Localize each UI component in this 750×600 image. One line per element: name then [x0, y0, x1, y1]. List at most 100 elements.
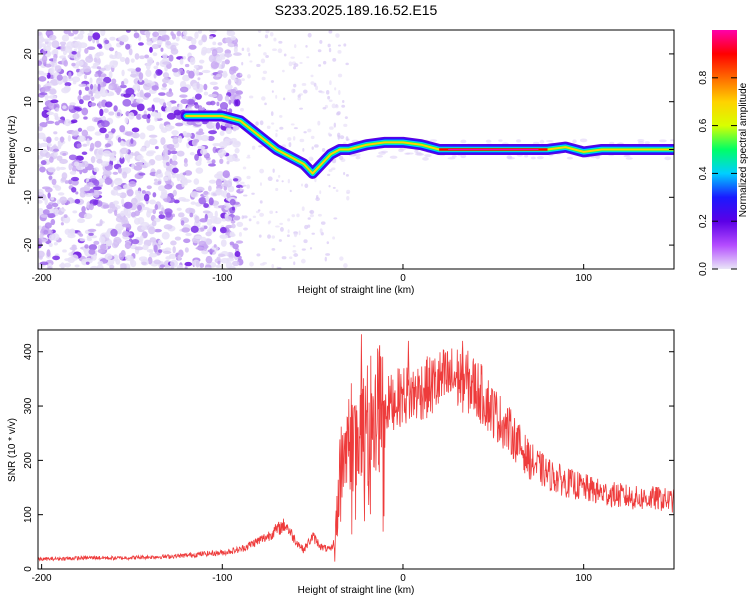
heatmap-cell	[214, 173, 222, 179]
heatmap-cell	[343, 171, 346, 176]
heatmap-cell	[54, 65, 62, 73]
heatmap-cell	[82, 143, 88, 147]
heatmap-cell	[100, 120, 110, 128]
heatmap-cell	[47, 192, 51, 199]
heatmap-cell	[66, 77, 74, 82]
heatmap-cell	[152, 97, 161, 103]
heatmap-cell	[239, 107, 244, 112]
heatmap-cell	[182, 130, 187, 136]
heatmap-cell	[275, 187, 279, 192]
heatmap-cell	[287, 137, 292, 141]
heatmap-cell	[207, 135, 215, 142]
heatmap-cell	[194, 235, 203, 239]
heatmap-cell	[217, 149, 227, 157]
heatmap-cell	[256, 221, 260, 225]
heatmap-cell	[41, 110, 50, 118]
heatmap-cell	[71, 62, 76, 67]
heatmap-cell	[58, 119, 65, 124]
heatmap-cell	[243, 227, 248, 231]
heatmap-cell	[234, 251, 241, 258]
heatmap-cell	[273, 37, 277, 42]
heatmap-cell	[63, 214, 68, 219]
heatmap-cell	[232, 140, 241, 148]
heatmap-cell	[79, 238, 86, 242]
heatmap-cell	[299, 61, 303, 65]
heatmap-cell	[277, 266, 282, 269]
heatmap-cell	[142, 244, 149, 251]
heatmap-cell	[137, 42, 144, 46]
heatmap-cell	[164, 183, 173, 190]
heatmap-cell	[184, 170, 193, 176]
ridge-band-layer	[185, 115, 674, 175]
heatmap-cell	[99, 236, 106, 244]
heatmap-cell	[180, 70, 185, 75]
heatmap-cell	[152, 208, 157, 215]
heatmap-cell	[69, 102, 76, 106]
heatmap-cell	[321, 147, 326, 152]
heatmap-cell	[205, 255, 213, 264]
heatmap-cell	[38, 72, 48, 76]
heatmap-cell	[267, 221, 271, 225]
heatmap-cell	[203, 190, 209, 195]
heatmap-cell	[68, 104, 73, 110]
heatmap-cell	[262, 70, 268, 74]
heatmap-cell	[209, 100, 216, 106]
heatmap-cell	[38, 125, 43, 132]
heatmap-cell	[325, 253, 331, 256]
heatmap-cell	[286, 234, 290, 238]
heatmap-cell	[216, 73, 221, 78]
heatmap-cell	[195, 167, 204, 174]
heatmap-cell	[319, 228, 323, 234]
heatmap-cell	[88, 232, 94, 236]
heatmap-cell	[56, 74, 63, 81]
heatmap-cell	[64, 82, 72, 87]
heatmap-cell	[59, 196, 68, 204]
heatmap-cell	[233, 46, 238, 54]
heatmap-cell	[309, 209, 315, 215]
y-tick-label: 0	[23, 566, 34, 572]
heatmap-cell	[203, 225, 208, 230]
heatmap-cell	[263, 52, 267, 56]
heatmap-cell	[67, 135, 71, 142]
heatmap-cell	[182, 55, 186, 60]
heatmap-cell	[117, 167, 122, 174]
heatmap-cell	[147, 107, 154, 112]
heatmap-cell	[292, 250, 297, 253]
heatmap-cell	[41, 55, 48, 63]
heatmap-cell	[190, 191, 199, 198]
heatmap-cell	[278, 174, 281, 178]
heatmap-cell	[327, 132, 331, 136]
heatmap-cell	[198, 240, 207, 247]
heatmap-cell	[346, 138, 350, 141]
heatmap-cell	[83, 213, 93, 220]
heatmap-cell	[162, 250, 172, 255]
heatmap-cell	[235, 78, 242, 86]
heatmap-cell	[59, 263, 67, 268]
heatmap-cell	[415, 151, 422, 154]
heatmap-cell	[287, 178, 290, 184]
heatmap-cell	[194, 153, 200, 161]
heatmap-cell	[75, 155, 84, 161]
heatmap-cell	[317, 49, 322, 53]
heatmap-cell	[102, 150, 112, 157]
heatmap-cell	[59, 136, 65, 143]
heatmap-cell	[256, 253, 261, 257]
heatmap-cell	[255, 121, 259, 126]
heatmap-cell	[72, 30, 79, 35]
heatmap-cell	[161, 231, 170, 240]
heatmap-cell	[70, 119, 78, 124]
heatmap-cell	[180, 220, 185, 226]
heatmap-cell	[93, 83, 98, 92]
heatmap-cell	[297, 96, 302, 101]
heatmap-cell	[75, 191, 79, 195]
x-tick-label: -100	[212, 573, 232, 584]
heatmap-cell	[174, 236, 182, 241]
heatmap-cell	[62, 75, 69, 83]
heatmap-cell	[109, 264, 115, 269]
heatmap-cell	[329, 80, 332, 86]
colorbar-tick-label: 0.8	[698, 70, 709, 84]
heatmap-cell	[98, 44, 103, 49]
y-tick-label: -10	[23, 190, 34, 205]
heatmap-cell	[53, 131, 58, 135]
spectrogram-y-axis-label: Frequency (Hz)	[7, 116, 18, 185]
